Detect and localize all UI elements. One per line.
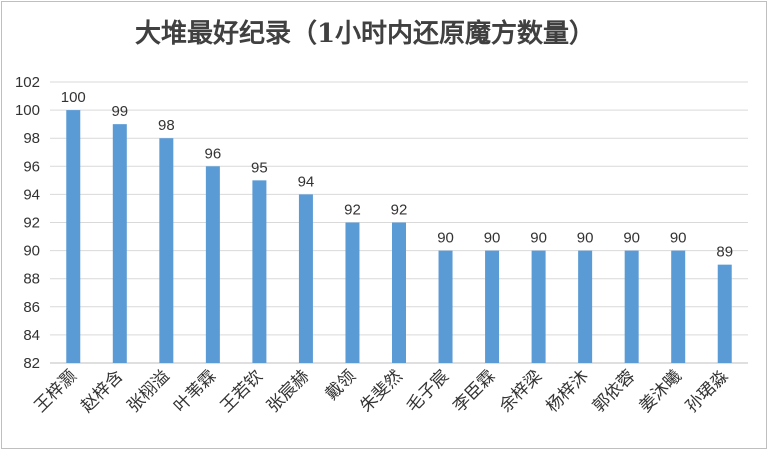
bar — [485, 250, 500, 363]
bar — [438, 250, 453, 363]
y-tick-label: 90 — [23, 243, 40, 260]
data-label: 92 — [391, 202, 408, 219]
bar — [392, 222, 406, 363]
chart-title: 大堆最好纪录（1小时内还原魔方数量） — [135, 18, 595, 49]
x-tick-label: 叶苇霖 — [170, 366, 220, 416]
x-tick-label: 杨梓沐 — [542, 366, 592, 416]
data-label: 90 — [577, 230, 594, 247]
data-label: 92 — [344, 202, 361, 219]
x-tick-label: 郭依蓉 — [589, 366, 639, 416]
bar — [112, 124, 127, 364]
y-tick-label: 96 — [23, 158, 40, 175]
x-tick-label: 李臣霖 — [449, 366, 499, 416]
x-tick-label: 赵梓含 — [77, 366, 127, 416]
y-tick-label: 92 — [23, 215, 40, 232]
y-tick-label: 86 — [23, 299, 40, 316]
x-tick-label: 姜沐曦 — [636, 366, 686, 416]
bar — [624, 250, 639, 363]
data-label: 96 — [205, 145, 222, 162]
y-tick-label: 98 — [23, 130, 40, 147]
data-label: 98 — [158, 117, 175, 134]
x-tick-label: 张宸赫 — [263, 366, 313, 416]
x-tick-label: 朱斐然 — [356, 366, 406, 416]
x-tick-label: 王若钦 — [217, 366, 267, 416]
data-label: 90 — [623, 230, 640, 247]
y-tick-label: 88 — [23, 271, 40, 288]
bar — [159, 138, 174, 363]
data-label: 90 — [437, 230, 454, 247]
data-label: 90 — [484, 230, 501, 247]
data-label: 90 — [530, 230, 547, 247]
data-label: 94 — [298, 173, 315, 190]
x-tick-label: 孙珺淼 — [682, 366, 732, 416]
bars — [66, 110, 732, 364]
data-label: 99 — [111, 103, 128, 120]
bar — [66, 110, 81, 363]
x-tick-label: 戴领 — [322, 366, 360, 404]
x-tick-label: 张栩溢 — [124, 366, 174, 416]
x-tick-label: 王梓灏 — [31, 366, 81, 416]
bar — [205, 166, 220, 363]
data-label: 90 — [670, 230, 687, 247]
bar — [578, 250, 593, 363]
y-tick-label: 94 — [23, 186, 40, 203]
bar — [671, 250, 686, 363]
data-label: 95 — [251, 159, 268, 176]
data-labels: 100 99 98 96 95 94 92 92 90 90 90 90 90 90 89 — [61, 89, 733, 261]
bar — [252, 180, 267, 363]
bar — [717, 264, 732, 363]
y-tick-label: 82 — [23, 355, 40, 372]
y-axis-ticks: 82 84 86 88 90 92 94 96 98 100 102 — [15, 74, 40, 372]
data-label: 100 — [61, 89, 86, 106]
x-tick-label: 余梓梁 — [496, 366, 546, 416]
y-tick-label: 84 — [23, 327, 40, 344]
x-tick-label: 毛子宸 — [403, 366, 453, 416]
data-label: 89 — [716, 244, 733, 261]
bar — [298, 194, 313, 363]
y-tick-label: 100 — [15, 102, 40, 119]
bar — [531, 250, 546, 363]
bar — [345, 222, 360, 363]
y-tick-label: 102 — [15, 74, 40, 91]
